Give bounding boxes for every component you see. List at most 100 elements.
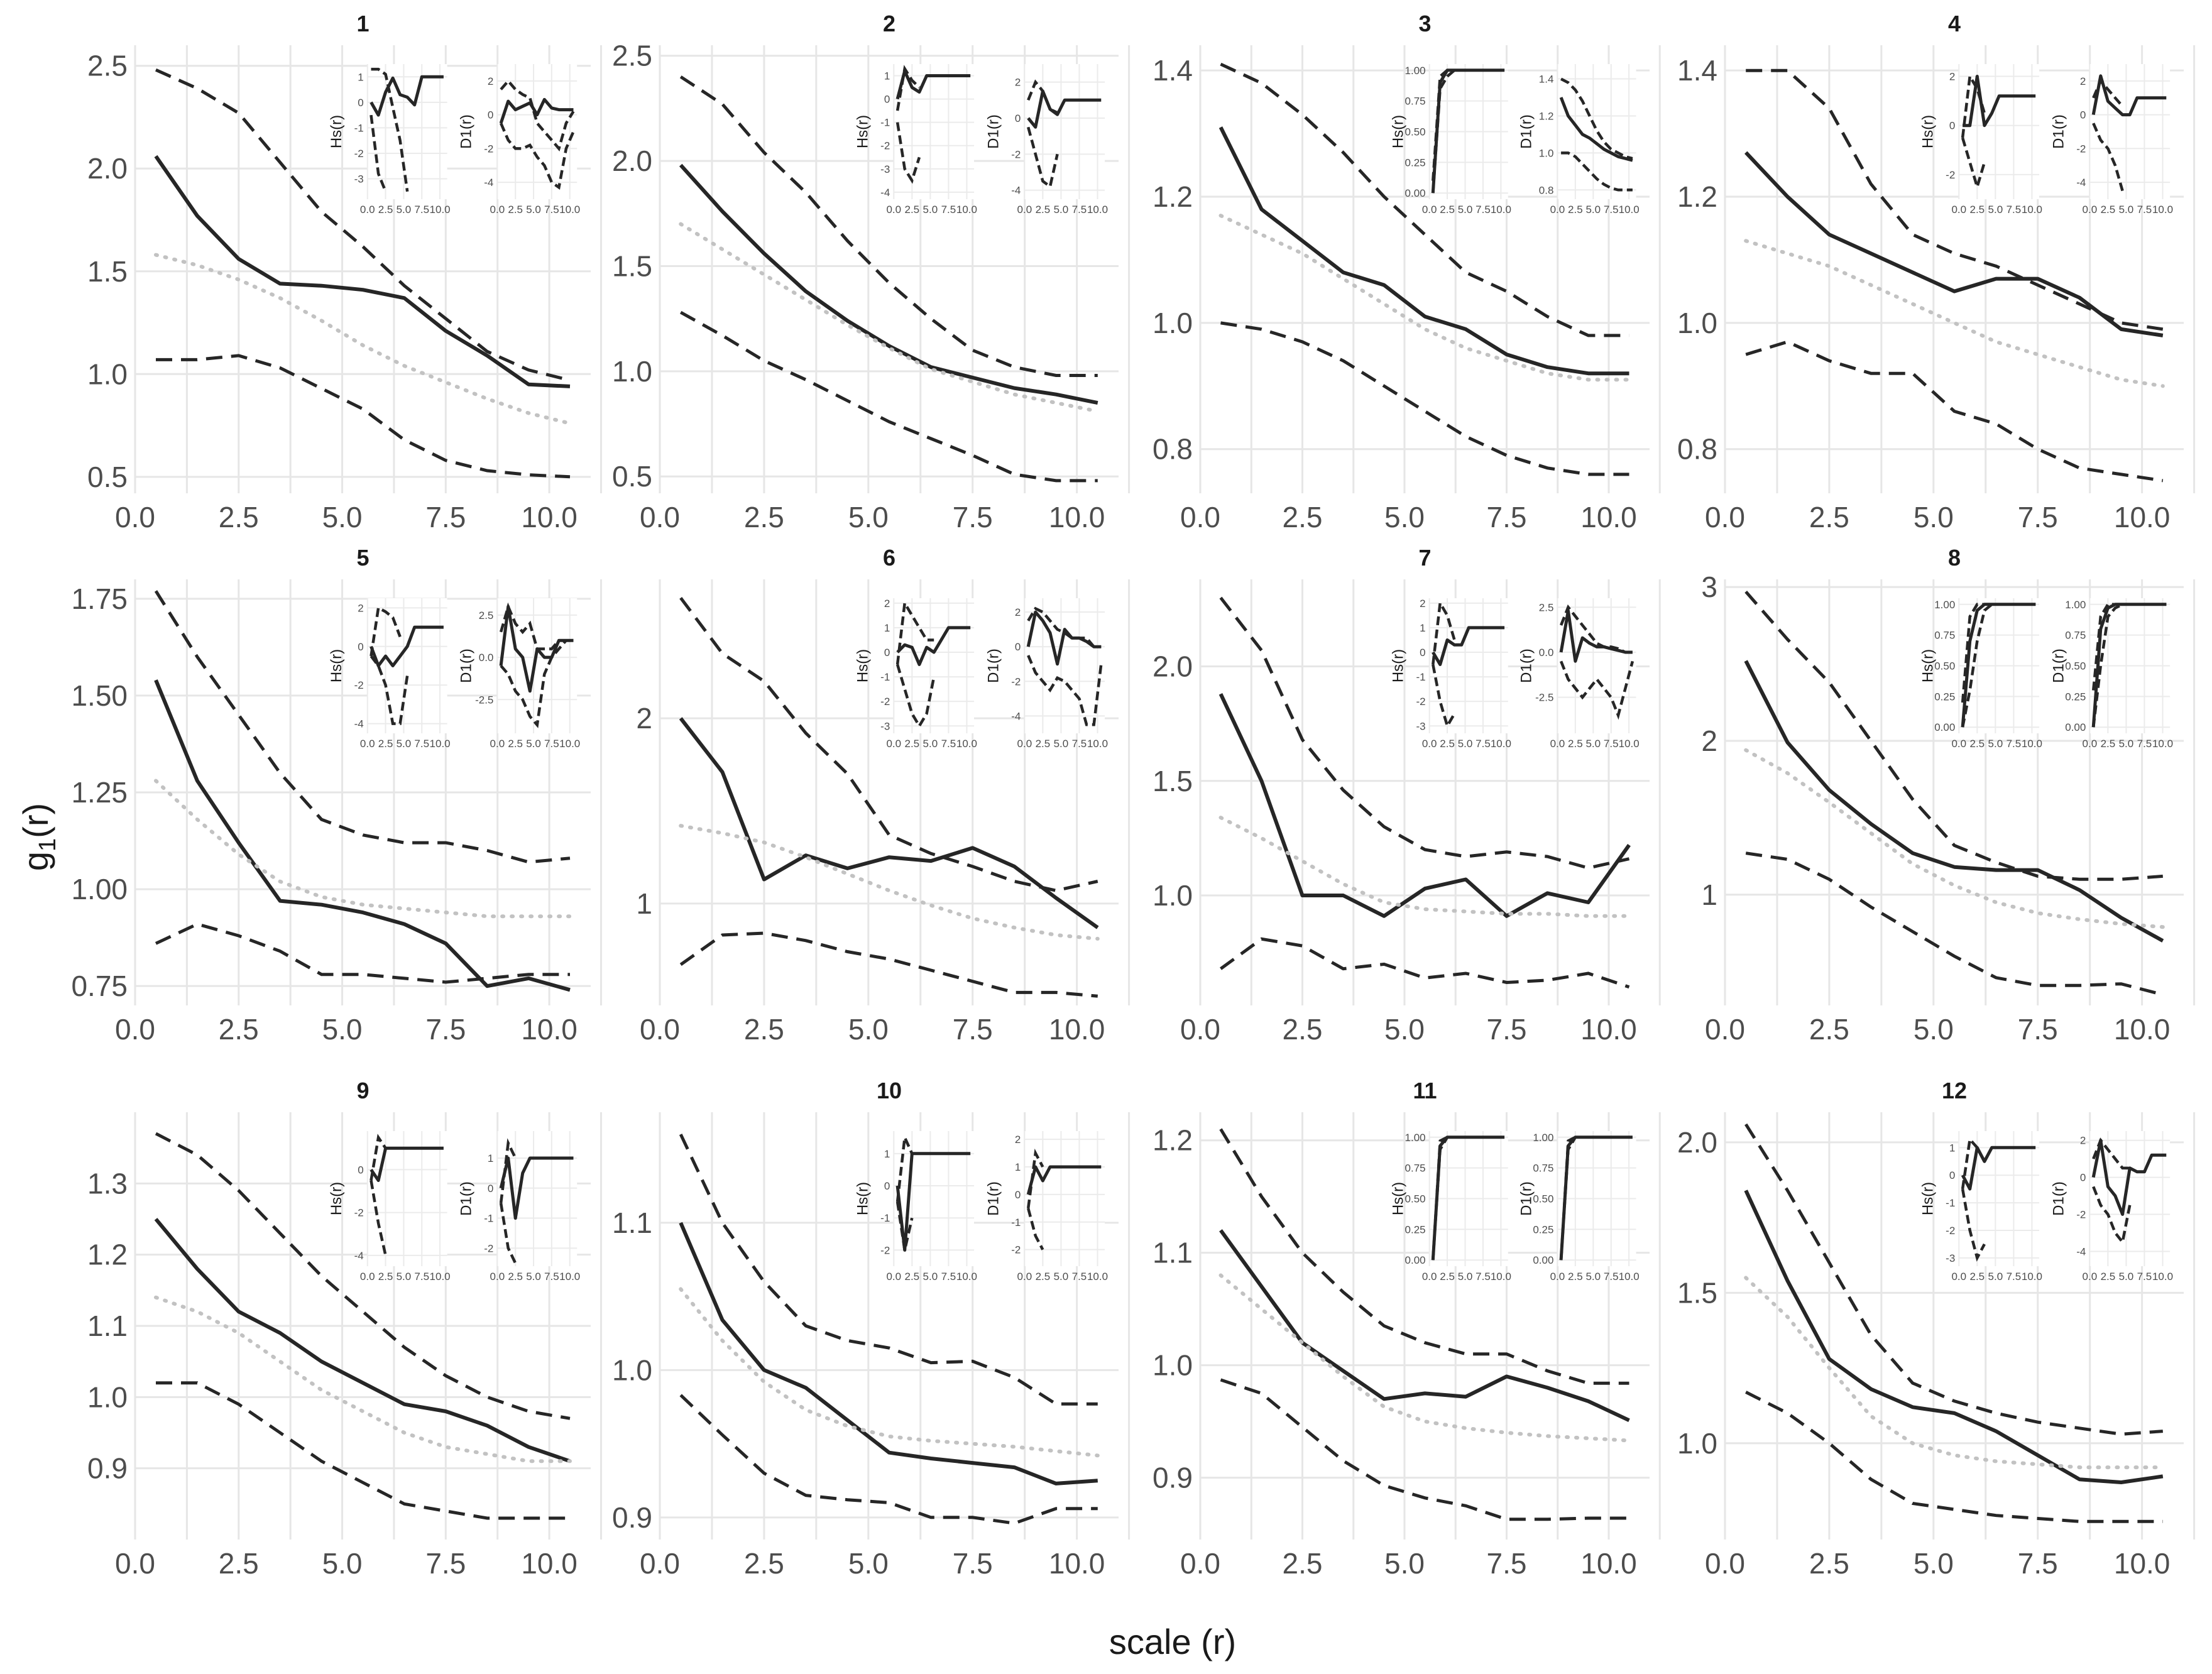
inset-upper-envelope-line: [895, 1132, 914, 1202]
inset-y-axis-label: D1(r): [985, 648, 1002, 683]
panel-4: 40.0 2.5 5.0 7.5 10.00.81.01.21.40.0 2.5 5.0 7.…: [1677, 11, 2196, 533]
inset-Hs(r): 0.0 2.5 5.0 7.5 10.0 0 -2 -4 Hs(r): [328, 1131, 451, 1283]
inset-x-tick-label: 5.0: [1458, 738, 1473, 750]
inset-lower-envelope-line: [499, 1203, 517, 1264]
inset-x-tick-label: 2.5: [1568, 1271, 1583, 1283]
series-theoretical-line: [154, 779, 572, 919]
x-tick-label: 7.5: [2018, 1547, 2058, 1580]
inset-x-tick-label: 2.5: [1970, 738, 1985, 750]
x-tick-label: 5.0: [322, 501, 363, 533]
inset-y-tick-label: 2: [1420, 598, 1425, 610]
inset-y-tick-label: -4: [2076, 177, 2086, 189]
inset-observed-line: [1027, 89, 1102, 129]
x-tick-label: 2.5: [219, 1013, 259, 1046]
inset-x-tick-label: 2.5: [905, 204, 920, 216]
inset-background: [1959, 64, 2040, 199]
inset-x-tick-label: 10.0: [1619, 204, 1640, 216]
inset-y-tick-label: 0.25: [1405, 1223, 1426, 1235]
series-lower-line: [1745, 1391, 2163, 1523]
panel-7: 70.0 2.5 5.0 7.5 10.01.01.52.00.0 2.5 5.0 7.5 10…: [1153, 545, 1661, 1046]
inset-y-tick-label: -2.5: [475, 694, 493, 706]
series-upper-line: [1746, 68, 2164, 331]
inset-x-tick-label: 0.0: [490, 204, 505, 216]
y-tick-label: 1.5: [1153, 765, 1193, 797]
inset-lower-envelope-line: [500, 123, 575, 190]
series-observed-line: [679, 717, 1099, 929]
inset-x-tick-label: 5.0: [1585, 204, 1601, 216]
inset-y-tick-label: 0.00: [1934, 721, 1955, 733]
x-tick-label: 10.0: [1580, 501, 1637, 533]
inset-x-tick-label: 0.0: [490, 1271, 505, 1283]
inset-y-tick-label: -2: [354, 148, 364, 160]
inset-x-tick-label: 10.0: [559, 204, 580, 216]
panel-title: 4: [1948, 11, 1961, 36]
inset-y-tick-label: -4: [2076, 1245, 2086, 1257]
y-tick-label: 1.0: [612, 1354, 652, 1386]
x-tick-label: 7.5: [425, 501, 466, 533]
inset-D1(r): 0.0 2.5 5.0 7.5 10.0 2 0 -2 -4 D1(r): [2050, 1131, 2173, 1283]
inset-y-tick-label: -1: [1011, 1217, 1021, 1228]
inset-y-tick-label: -4: [354, 718, 364, 730]
inset-y-tick-label: -4: [354, 1250, 364, 1262]
inset-x-tick-label: 7.5: [2137, 738, 2152, 750]
y-tick-label: 2.5: [612, 40, 652, 72]
series-upper-line: [155, 68, 571, 382]
inset-x-tick-label: 2.5: [1568, 204, 1583, 216]
inset-Hs(r): 0.0 2.5 5.0 7.5 10.0 1 0 -1 -2 -3 Hs(r): [328, 64, 451, 216]
x-tick-label: 0.0: [115, 1547, 155, 1580]
inset-observed-line: [370, 1146, 444, 1182]
y-tick-label: 2: [1701, 725, 1717, 757]
y-tick-label: 1: [636, 887, 652, 920]
inset-x-tick-label: 10.0: [430, 738, 451, 750]
inset-background: [1024, 598, 1105, 733]
series-theoretical-line: [1218, 816, 1631, 918]
inset-Hs(r): 0.0 2.5 5.0 7.5 10.0 2 0 -2 Hs(r): [1919, 64, 2042, 216]
inset-background: [1024, 64, 1105, 199]
inset-y-tick-label: -2: [2076, 1209, 2086, 1221]
series-lower-line: [1745, 340, 2164, 483]
inset-y-tick-label: 0.8: [1539, 184, 1554, 196]
x-tick-label: 2.5: [744, 1013, 784, 1046]
inset-x-tick-label: 0.0: [1951, 204, 1966, 216]
inset-x-tick-label: 5.0: [526, 1271, 541, 1283]
inset-observed-line: [370, 75, 444, 117]
inset-x-tick-label: 5.0: [397, 1271, 412, 1283]
y-tick-label: 1.0: [87, 358, 128, 390]
y-tick-label: 3: [1701, 571, 1717, 603]
inset-observed-line: [499, 1156, 574, 1220]
inset-observed-line: [895, 69, 971, 100]
inset-upper-envelope-line: [500, 79, 575, 152]
x-tick-label: 0.0: [640, 1547, 680, 1580]
y-tick-label: 2.0: [1153, 650, 1193, 683]
inset-x-tick-label: 2.5: [1440, 204, 1455, 216]
inset-y-tick-label: 2: [1015, 1134, 1021, 1146]
inset-x-tick-label: 5.0: [1988, 204, 2003, 216]
inset-y-tick-label: 2: [884, 598, 890, 610]
inset-y-axis-label: D1(r): [2050, 1181, 2067, 1216]
y-tick-label: 1.1: [87, 1310, 128, 1342]
x-tick-label: 10.0: [521, 1013, 578, 1046]
inset-y-tick-label: 0.25: [1533, 1223, 1553, 1235]
x-tick-label: 2.5: [1809, 1547, 1849, 1580]
x-tick-label: 5.0: [1384, 1547, 1425, 1580]
inset-x-tick-label: 10.0: [2152, 738, 2173, 750]
y-tick-label: 1.0: [1677, 1427, 1717, 1460]
inset-y-tick-label: 1: [1015, 1161, 1021, 1173]
inset-y-tick-label: -4: [880, 187, 890, 199]
inset-upper-envelope-line: [1560, 604, 1633, 654]
inset-x-tick-label: 10.0: [1491, 204, 1511, 216]
series-lower-line: [1220, 1378, 1629, 1521]
y-tick-label: 1.1: [612, 1206, 652, 1239]
x-tick-label: 5.0: [848, 1013, 889, 1046]
inset-upper-envelope-line: [1961, 72, 1986, 138]
inset-y-axis-label: Hs(r): [854, 649, 871, 682]
inset-y-tick-label: 0.00: [1405, 1254, 1426, 1266]
inset-y-axis-label: Hs(r): [1919, 115, 1936, 148]
y-tick-label: 1: [1701, 878, 1717, 911]
inset-observed-line: [370, 625, 444, 667]
inset-x-tick-label: 7.5: [2137, 204, 2152, 216]
inset-y-tick-label: -2: [880, 140, 890, 152]
y-tick-label: 2: [636, 702, 652, 735]
inset-y-axis-label: Hs(r): [1390, 1182, 1407, 1215]
inset-y-tick-label: -3: [880, 720, 890, 732]
